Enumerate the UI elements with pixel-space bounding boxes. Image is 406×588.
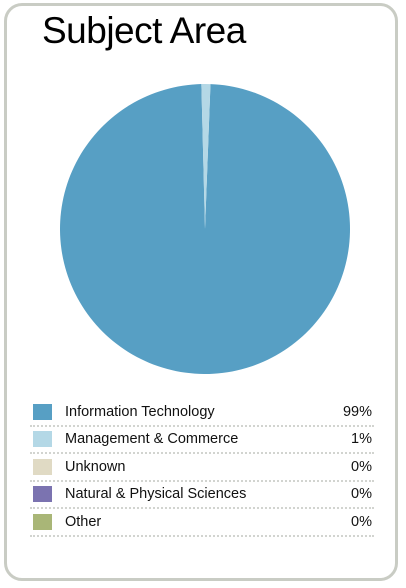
legend-value: 0% (351, 458, 372, 475)
chart-legend: Information Technology 99% Management & … (30, 399, 374, 537)
legend-swatch (33, 458, 52, 475)
pie-slice-information-technology (59, 84, 350, 375)
legend-value: 0% (351, 486, 372, 503)
legend-label: Other (65, 513, 102, 530)
legend-item-natural-physical-sciences: Natural & Physical Sciences 0% (30, 482, 374, 509)
legend-value: 1% (351, 431, 372, 448)
legend-swatch (33, 403, 52, 420)
legend-item-unknown: Unknown 0% (30, 454, 374, 482)
legend-swatch (33, 486, 52, 503)
legend-item-information-technology: Information Technology 99% (30, 399, 374, 427)
legend-value: 99% (342, 403, 372, 420)
legend-item-management-commerce: Management & Commerce 1% (30, 427, 374, 454)
legend-swatch (33, 513, 52, 530)
legend-item-other: Other 0% (30, 509, 374, 537)
legend-label: Unknown (65, 458, 126, 475)
legend-label: Natural & Physical Sciences (65, 486, 247, 503)
pie-chart (59, 84, 350, 375)
legend-label: Information Technology (65, 403, 215, 420)
chart-title: Subject Area (42, 10, 246, 51)
legend-value: 0% (351, 513, 372, 530)
pie-slice-management-commerce (201, 84, 211, 229)
legend-label: Management & Commerce (65, 431, 239, 448)
legend-swatch (33, 431, 52, 448)
